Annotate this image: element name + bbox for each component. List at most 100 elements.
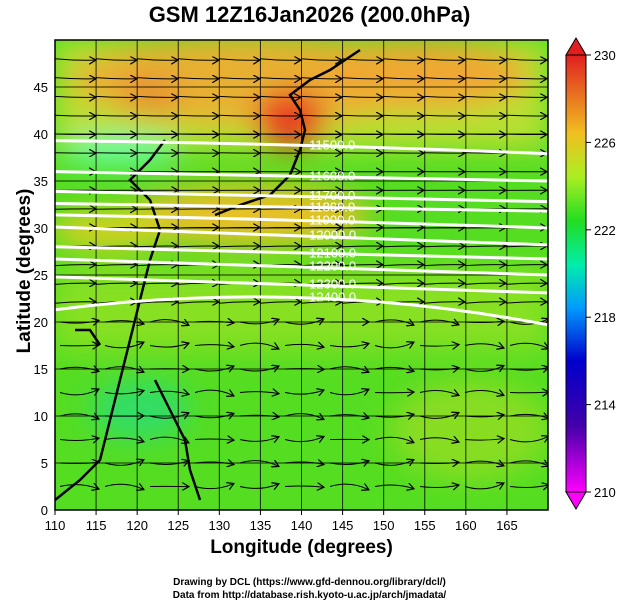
streamline [55, 59, 95, 60]
contour-label: 12000.0 [309, 228, 356, 243]
streamline [55, 265, 95, 266]
streamline [177, 96, 218, 97]
streamline [382, 78, 423, 79]
streamline [218, 59, 259, 60]
streamline [329, 367, 368, 372]
streamline [59, 345, 98, 346]
contour-line [55, 225, 548, 247]
x-tick-label: 165 [496, 518, 518, 533]
streamline [464, 302, 505, 303]
streamline [59, 438, 98, 440]
y-tick-label: 35 [34, 174, 48, 189]
contour-line [55, 202, 548, 213]
streamline [59, 390, 98, 395]
contour-line [55, 245, 548, 261]
contour-label: 11500.0 [309, 137, 355, 152]
streamline [382, 265, 423, 266]
streamline [95, 115, 136, 116]
y-tick-label: 15 [34, 362, 48, 377]
streamline [104, 343, 143, 348]
streamline [329, 461, 368, 464]
streamline [55, 96, 95, 97]
streamline [239, 343, 278, 348]
x-tick-label: 145 [332, 518, 354, 533]
streamline [300, 115, 341, 116]
streamline [341, 246, 382, 247]
streamline [239, 320, 278, 324]
streamline [341, 283, 382, 284]
x-axis-label: Longitude (degrees) [210, 537, 393, 558]
streamline [382, 96, 423, 97]
streamline [55, 115, 95, 116]
contour-label: 11900.0 [309, 212, 355, 227]
streamline [300, 78, 341, 79]
colorbar-tick-label: 210 [594, 485, 616, 500]
streamline [382, 59, 423, 60]
contour-line [55, 189, 548, 204]
streamline [136, 96, 177, 97]
streamline [423, 59, 464, 60]
y-tick-label: 30 [34, 221, 48, 236]
streamline [177, 59, 218, 60]
streamline [259, 96, 300, 97]
streamline [218, 115, 259, 116]
streamline [177, 246, 218, 247]
y-tick-label: 40 [34, 127, 48, 142]
streamline [509, 437, 548, 442]
contour-label: 12200.0 [309, 259, 356, 274]
streamline [374, 343, 413, 348]
credit-drawing: Drawing by DCL (https://www.gfd-dennou.o… [173, 577, 446, 588]
streamline [55, 302, 95, 303]
streamline [136, 283, 177, 284]
streamline [464, 78, 505, 79]
streamline [374, 367, 413, 371]
streamline [382, 115, 423, 116]
colorbar-max-arrow [565, 37, 587, 56]
streamline [136, 78, 177, 79]
x-tick-label: 130 [208, 518, 230, 533]
streamline [239, 484, 278, 488]
streamline [239, 392, 278, 394]
streamline [464, 344, 503, 348]
contour-line [55, 295, 548, 327]
streamline [374, 320, 413, 325]
x-tick-label: 120 [126, 518, 148, 533]
streamline [284, 319, 323, 324]
x-tick-label: 110 [45, 518, 66, 533]
streamline [419, 345, 458, 346]
streamline [55, 78, 95, 79]
axis-ticks: 110 115 120 125 130 135 140 145 150 155 160 165 0 5 10… [34, 80, 518, 533]
streamline [329, 484, 368, 489]
contour-line [55, 275, 548, 295]
streamline [300, 59, 341, 60]
streamline [177, 78, 218, 79]
colorbar-tick-label: 230 [594, 48, 616, 63]
streamline [300, 302, 341, 303]
streamline [104, 391, 143, 394]
streamline [218, 78, 259, 79]
streamline [284, 344, 323, 347]
streamline [505, 283, 546, 284]
x-tick-label: 140 [291, 518, 313, 533]
contour-label: 11600.0 [309, 168, 355, 183]
streamline [464, 461, 503, 465]
x-tick-label: 150 [373, 518, 395, 533]
streamlines [55, 59, 548, 490]
streamline [55, 283, 95, 284]
colorbar-min-arrow [565, 491, 587, 510]
streamline [464, 246, 505, 247]
y-tick-label: 20 [34, 315, 48, 330]
x-tick-label: 155 [414, 518, 436, 533]
streamline [341, 265, 382, 266]
streamline [59, 414, 98, 419]
streamline [104, 460, 143, 465]
streamline [218, 246, 259, 247]
contour-label: 12400.0 [309, 290, 356, 305]
streamline [464, 283, 505, 284]
streamline [423, 246, 464, 247]
streamline [194, 390, 233, 395]
streamline [104, 438, 143, 441]
streamline [218, 96, 259, 97]
streamline [419, 438, 458, 442]
contour-line [55, 257, 548, 277]
